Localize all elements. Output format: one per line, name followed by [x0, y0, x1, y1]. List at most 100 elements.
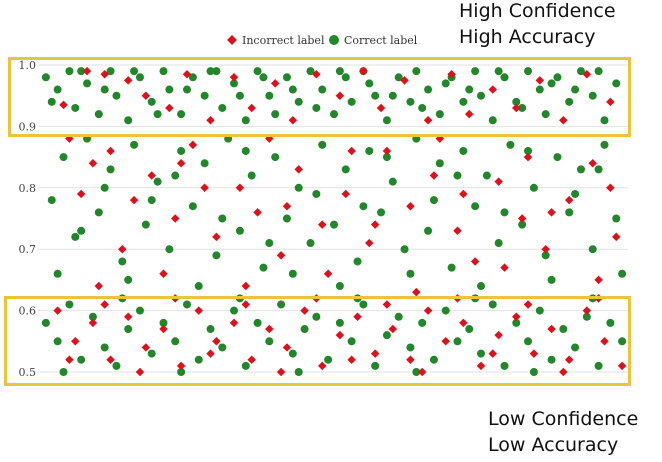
- correct-label-point: [177, 368, 186, 376]
- correct-label-point: [71, 232, 80, 241]
- correct-label-point: [265, 337, 274, 346]
- correct-label-point: [518, 103, 527, 112]
- correct-label-point: [194, 282, 203, 291]
- correct-label-point: [547, 355, 556, 364]
- correct-label-point: [506, 140, 515, 149]
- incorrect-label-point: [71, 337, 80, 346]
- correct-label-point: [529, 368, 538, 376]
- incorrect-label-point: [441, 337, 450, 346]
- correct-label-point: [183, 85, 191, 94]
- correct-label-point: [218, 103, 227, 112]
- incorrect-label-point: [188, 140, 198, 150]
- correct-label-point: [500, 208, 509, 217]
- incorrect-label-point: [365, 238, 374, 248]
- correct-label-point: [100, 343, 109, 352]
- correct-label-point: [83, 79, 92, 88]
- correct-label-point: [135, 73, 144, 82]
- incorrect-label-point: [141, 91, 151, 100]
- correct-label-point: [565, 208, 574, 217]
- correct-label-point: [294, 97, 303, 106]
- correct-label-point: [312, 103, 321, 112]
- correct-label-point: [441, 306, 450, 315]
- incorrect-label-point: [241, 300, 251, 309]
- correct-label-point: [453, 337, 462, 346]
- correct-label-point: [100, 183, 109, 192]
- correct-label-point: [247, 171, 256, 180]
- incorrect-label-point: [265, 324, 274, 334]
- correct-label-point: [482, 171, 491, 180]
- correct-label-point: [177, 146, 186, 155]
- incorrect-label-point: [100, 300, 109, 309]
- incorrect-label-point: [453, 226, 462, 236]
- correct-label-point: [512, 318, 521, 327]
- incorrect-label-point: [165, 103, 174, 113]
- correct-label-point: [524, 337, 533, 346]
- correct-label-point: [406, 269, 415, 278]
- correct-label-point: [194, 355, 203, 364]
- incorrect-label-point: [512, 312, 521, 321]
- incorrect-label-point: [588, 158, 597, 168]
- correct-label-point: [541, 110, 550, 119]
- correct-label-point: [594, 361, 603, 370]
- correct-label-point: [77, 355, 86, 364]
- correct-label-point: [235, 226, 244, 235]
- correct-label-point: [265, 239, 274, 248]
- correct-label-point: [412, 368, 421, 376]
- correct-label-point: [135, 306, 144, 315]
- correct-label-point: [512, 97, 521, 106]
- correct-label-point: [94, 208, 103, 217]
- legend-circle-icon: [329, 35, 339, 45]
- incorrect-label-point: [212, 232, 221, 242]
- correct-label-point: [565, 97, 574, 106]
- incorrect-label-point: [594, 275, 603, 285]
- correct-label-point: [112, 91, 121, 100]
- correct-label-point: [612, 79, 621, 88]
- correct-label-point: [459, 97, 468, 106]
- correct-label-point: [435, 110, 444, 119]
- correct-label-point: [288, 85, 297, 94]
- incorrect-label-point: [194, 306, 204, 315]
- incorrect-label-point: [376, 103, 386, 113]
- correct-label-point: [324, 355, 333, 364]
- incorrect-label-point: [335, 330, 345, 340]
- correct-label-point: [606, 318, 615, 327]
- correct-label-point: [294, 368, 303, 376]
- incorrect-label-point: [370, 349, 380, 358]
- correct-label-point: [471, 67, 480, 76]
- correct-label-point: [406, 97, 415, 106]
- correct-label-point: [294, 183, 303, 192]
- incorrect-label-point: [206, 116, 215, 125]
- high-confidence-annotation: High Confidence High Accuracy: [459, 0, 616, 50]
- correct-label-point: [353, 257, 362, 266]
- correct-label-point: [288, 269, 297, 278]
- incorrect-label-point: [417, 367, 427, 377]
- incorrect-label-point: [406, 355, 415, 364]
- incorrect-label-point: [582, 306, 592, 315]
- correct-label-point: [241, 361, 250, 370]
- correct-label-point: [47, 97, 56, 106]
- correct-label-point: [53, 269, 62, 278]
- incorrect-label-point: [353, 312, 362, 321]
- correct-label-point: [147, 97, 156, 106]
- y-tick-label: 0.9: [19, 120, 37, 133]
- correct-label-point: [159, 318, 168, 327]
- correct-label-point: [318, 85, 327, 94]
- incorrect-label-point: [88, 318, 98, 328]
- incorrect-label-point: [135, 367, 145, 377]
- correct-label-point: [259, 73, 268, 82]
- incorrect-label-point: [200, 183, 209, 193]
- incorrect-label-point: [470, 257, 480, 266]
- correct-label-point: [106, 165, 115, 174]
- correct-label-point: [59, 368, 68, 376]
- incorrect-label-point: [617, 361, 627, 371]
- correct-label-point: [153, 177, 162, 186]
- correct-label-point: [124, 116, 133, 125]
- correct-label-point: [171, 171, 180, 180]
- incorrect-label-point: [541, 244, 550, 254]
- correct-label-point: [271, 153, 280, 162]
- legend-diamond-icon: [227, 35, 237, 45]
- correct-label-point: [59, 153, 68, 162]
- correct-label-point: [159, 67, 168, 76]
- correct-label-point: [429, 196, 438, 205]
- correct-label-point: [571, 343, 580, 352]
